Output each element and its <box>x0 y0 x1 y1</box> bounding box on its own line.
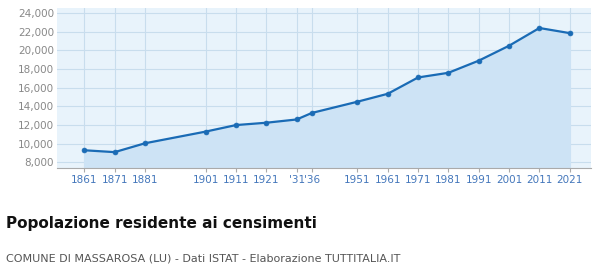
Text: Popolazione residente ai censimenti: Popolazione residente ai censimenti <box>6 216 317 231</box>
Text: COMUNE DI MASSAROSA (LU) - Dati ISTAT - Elaborazione TUTTITALIA.IT: COMUNE DI MASSAROSA (LU) - Dati ISTAT - … <box>6 254 400 264</box>
